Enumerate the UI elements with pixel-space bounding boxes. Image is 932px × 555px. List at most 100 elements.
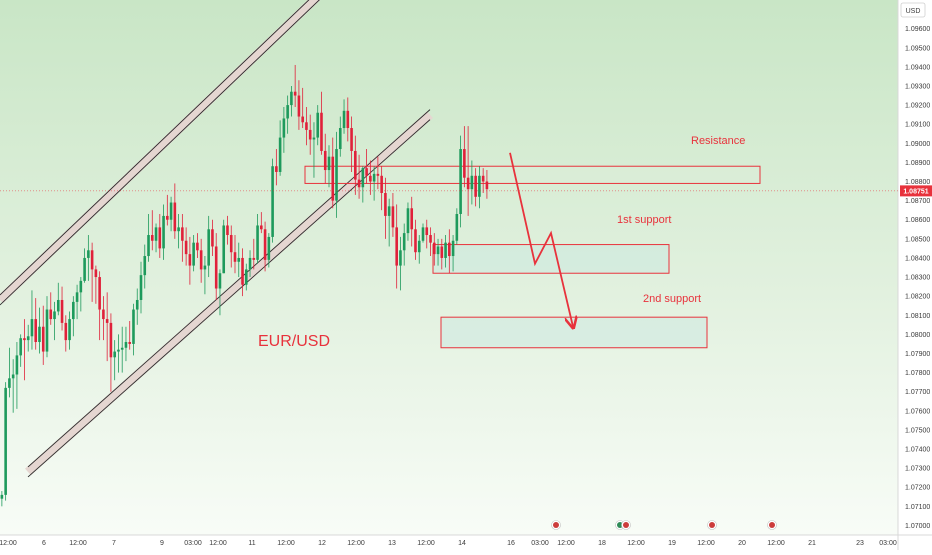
candle-body (169, 202, 173, 220)
price-axis-background (898, 0, 932, 550)
candle-body (109, 322, 113, 358)
candle-body (372, 173, 376, 182)
candle-body (64, 322, 68, 341)
candle-body (384, 192, 387, 216)
y-tick-label: 1.07800 (905, 370, 930, 377)
candle-body (203, 265, 207, 270)
candle-body (267, 236, 271, 260)
candle-body (478, 175, 481, 197)
candle-body (15, 355, 19, 375)
x-tick-label: 21 (808, 540, 816, 547)
y-tick-label: 1.08700 (905, 198, 930, 205)
resistance-label: Resistance (691, 135, 745, 147)
y-tick-label: 1.08300 (905, 275, 930, 282)
y-tick-label: 1.08600 (905, 217, 930, 224)
candle-body (26, 336, 30, 341)
y-tick-label: 1.09400 (905, 64, 930, 71)
candle-body (335, 149, 338, 201)
y-tick-label: 1.09200 (905, 103, 930, 110)
candle-body (399, 250, 402, 266)
y-tick-label: 1.08500 (905, 236, 930, 243)
candle-body (150, 235, 154, 241)
labels-layer: Resistance 1st support 2nd support EUR/USD (258, 135, 745, 350)
candle-body (395, 227, 398, 266)
candle-body (211, 229, 214, 247)
candle-body (402, 233, 406, 251)
candle-body (417, 240, 421, 253)
x-tick-label: 03:00 (531, 540, 549, 547)
candle-body (4, 387, 7, 495)
candle-body (30, 319, 34, 337)
candle-body (8, 378, 11, 388)
candle-body (429, 235, 432, 243)
candle-body (154, 227, 158, 241)
y-tick-label: 1.07300 (905, 466, 930, 473)
candle-body (425, 227, 429, 236)
x-tick-label: 6 (42, 540, 46, 547)
candle-body (410, 208, 414, 230)
currency-badge (900, 2, 926, 18)
y-tick-label: 1.07400 (905, 447, 930, 454)
candle-body (278, 137, 282, 172)
candle-body (369, 175, 372, 182)
zone-support1 (432, 244, 670, 274)
candle-body (19, 338, 22, 356)
x-axis: 12:00 6 12:00 7 9 03:00 12:00 11 12:00 12 12:00 13 1… (0, 540, 897, 547)
event-marker-flag (769, 522, 775, 528)
candle-body (49, 309, 53, 320)
candle-body (192, 242, 195, 266)
x-tick-label: 20 (738, 540, 746, 547)
current-price-tag (900, 185, 932, 197)
y-tick-label: 1.07700 (905, 389, 930, 396)
candle-body (350, 128, 353, 151)
candle-body (459, 149, 462, 214)
x-tick-label: 9 (160, 540, 164, 547)
x-tick-label: 12 (318, 540, 326, 547)
candle-body (263, 229, 267, 260)
candle-body (357, 179, 361, 188)
candle-body (87, 250, 90, 258)
candle-body (139, 275, 143, 300)
y-tick-label: 1.09500 (905, 45, 930, 52)
candle-body (481, 175, 485, 182)
candle-body (207, 229, 210, 266)
x-tick-label: 23 (856, 540, 864, 547)
candle-body (147, 235, 150, 257)
candle-body (365, 168, 368, 176)
candle-body (23, 338, 26, 341)
candle-body (485, 181, 489, 190)
channel-upper-band (0, 0, 321, 304)
candle-body (102, 309, 105, 320)
y-tick-label: 1.09100 (905, 122, 930, 129)
projection-layer (509, 152, 573, 327)
event-marker-flag (623, 522, 629, 528)
candle-body (177, 227, 180, 232)
candle-body (346, 110, 350, 129)
candle-body (83, 257, 86, 281)
candle-body (75, 292, 79, 302)
x-tick-label: 16 (507, 540, 515, 547)
x-tick-label: 19 (668, 540, 676, 547)
candle-body (421, 227, 425, 241)
support1-label: 1st support (617, 214, 671, 226)
candle-body (432, 242, 436, 255)
zone-resistance (304, 165, 761, 184)
y-tick-label: 1.07600 (905, 408, 930, 415)
candle-body (237, 257, 241, 262)
candle-body (297, 95, 301, 117)
candle-body (113, 351, 116, 358)
candle-body (387, 206, 391, 216)
candle-body (354, 150, 357, 180)
y-tick-label: 1.07000 (905, 523, 930, 530)
candle-body (463, 149, 466, 178)
y-tick-label: 1.09300 (905, 83, 930, 90)
candle-body (199, 250, 203, 270)
event-marker-flag (553, 522, 559, 528)
zone-support2 (440, 316, 708, 349)
candle-body (241, 257, 244, 285)
candle-body (68, 319, 71, 341)
candle-body (282, 118, 286, 138)
y-tick-label: 1.08100 (905, 313, 930, 320)
